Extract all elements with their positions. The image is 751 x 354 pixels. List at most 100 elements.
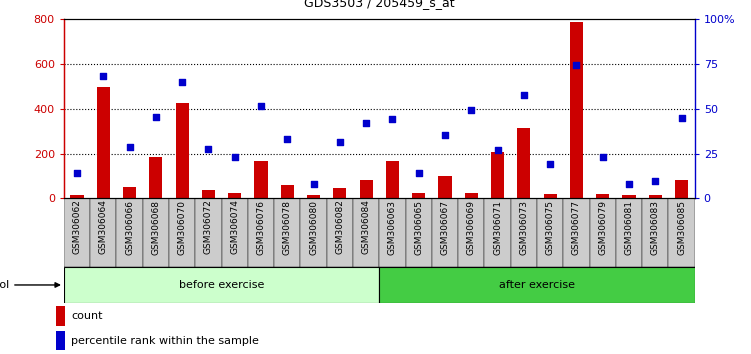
Text: GDS3503 / 205459_s_at: GDS3503 / 205459_s_at	[304, 0, 454, 9]
Point	[124, 144, 136, 150]
Point	[98, 74, 110, 79]
Text: GSM306068: GSM306068	[152, 200, 160, 255]
Bar	[97, 86, 110, 198]
Point	[308, 181, 320, 187]
Text: GSM306073: GSM306073	[520, 200, 528, 255]
Text: GSM306074: GSM306074	[231, 200, 239, 255]
Bar	[616, 198, 642, 267]
Bar	[544, 194, 556, 198]
Bar	[360, 181, 372, 198]
Bar	[90, 198, 116, 267]
Bar	[327, 198, 353, 267]
Text: GSM306069: GSM306069	[467, 200, 475, 255]
Point	[492, 147, 504, 153]
Bar	[458, 198, 484, 267]
Bar	[149, 157, 162, 198]
Bar	[169, 198, 195, 267]
Bar	[379, 198, 406, 267]
Bar	[248, 198, 274, 267]
Bar	[228, 193, 241, 198]
Bar	[642, 198, 668, 267]
Bar	[406, 198, 432, 267]
Point	[544, 161, 556, 166]
Point	[466, 107, 478, 113]
Bar	[307, 195, 320, 198]
Bar	[353, 198, 379, 267]
Text: after exercise: after exercise	[499, 280, 575, 290]
Bar	[255, 161, 267, 198]
Point	[71, 170, 83, 175]
Point	[334, 139, 346, 145]
Bar	[64, 198, 90, 267]
Text: GSM306084: GSM306084	[362, 200, 370, 255]
Bar	[64, 267, 379, 303]
Bar	[56, 331, 65, 350]
Text: GSM306075: GSM306075	[546, 200, 554, 255]
Bar	[274, 198, 300, 267]
Bar	[668, 198, 695, 267]
Bar	[439, 176, 451, 198]
Bar	[222, 198, 248, 267]
Text: percentile rank within the sample: percentile rank within the sample	[71, 336, 259, 346]
Bar	[300, 198, 327, 267]
Bar	[484, 198, 511, 267]
Text: GSM306070: GSM306070	[178, 200, 186, 255]
Bar	[202, 190, 215, 198]
Bar	[570, 22, 583, 198]
Text: GSM306085: GSM306085	[677, 200, 686, 255]
Text: count: count	[71, 311, 103, 321]
Point	[229, 154, 241, 160]
Bar	[465, 193, 478, 198]
Point	[571, 62, 583, 68]
Text: GSM306062: GSM306062	[73, 200, 81, 255]
Point	[176, 79, 188, 85]
Bar	[623, 195, 635, 198]
Point	[150, 114, 162, 120]
Point	[413, 170, 425, 175]
Bar	[491, 153, 504, 198]
Bar	[432, 198, 458, 267]
Point	[597, 154, 609, 160]
Text: GSM306071: GSM306071	[493, 200, 502, 255]
Point	[255, 103, 267, 108]
Text: GSM306076: GSM306076	[257, 200, 265, 255]
Bar	[195, 198, 222, 267]
Bar	[333, 188, 346, 198]
Bar	[649, 195, 662, 198]
Bar	[123, 187, 136, 198]
Text: GSM306063: GSM306063	[388, 200, 397, 255]
Text: before exercise: before exercise	[179, 280, 264, 290]
Text: GSM306081: GSM306081	[625, 200, 633, 255]
Text: GSM306067: GSM306067	[441, 200, 449, 255]
Text: GSM306066: GSM306066	[125, 200, 134, 255]
Bar	[386, 161, 399, 198]
Bar	[563, 198, 590, 267]
Text: GSM306083: GSM306083	[651, 200, 659, 255]
Bar	[517, 128, 530, 198]
Bar	[412, 193, 425, 198]
Bar	[379, 267, 695, 303]
Text: GSM306064: GSM306064	[99, 200, 107, 255]
Bar	[596, 194, 609, 198]
Bar	[176, 103, 189, 198]
Text: GSM306079: GSM306079	[599, 200, 607, 255]
Bar	[675, 181, 688, 198]
Point	[439, 132, 451, 137]
Bar	[71, 195, 83, 198]
Text: GSM306065: GSM306065	[415, 200, 423, 255]
Point	[649, 179, 661, 184]
Point	[360, 121, 372, 126]
Bar	[143, 198, 169, 267]
Bar	[56, 306, 65, 326]
Text: GSM306078: GSM306078	[283, 200, 291, 255]
Point	[676, 115, 688, 121]
Point	[623, 181, 635, 187]
Point	[387, 116, 399, 122]
Bar	[537, 198, 563, 267]
Point	[282, 136, 294, 142]
Bar	[116, 198, 143, 267]
Text: protocol: protocol	[0, 280, 59, 290]
Bar	[590, 198, 616, 267]
Text: GSM306077: GSM306077	[572, 200, 581, 255]
Text: GSM306072: GSM306072	[204, 200, 213, 255]
